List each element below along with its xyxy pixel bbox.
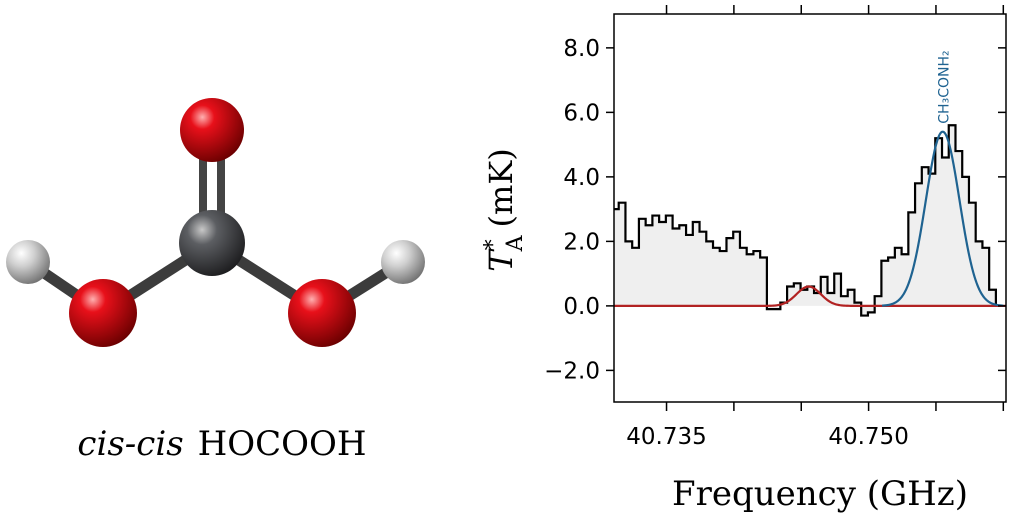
x-tick-label: 40.750 xyxy=(828,424,908,450)
oxygen-atom xyxy=(180,98,244,162)
spectrum-fill xyxy=(614,125,1003,316)
hydrogen-atom xyxy=(6,240,50,284)
y-axis-label: T*A (mK) xyxy=(481,148,528,271)
caption-name: HOCOOH xyxy=(198,424,367,464)
x-tick-label: 40.735 xyxy=(626,424,706,450)
y-tick-label: 4.0 xyxy=(563,165,600,191)
x-axis-label: Frequency (GHz) xyxy=(672,474,968,514)
y-tick-label: 8.0 xyxy=(563,36,600,62)
y-label-unit: (mK) xyxy=(482,148,520,227)
molecule: cis-cis HOCOOH xyxy=(6,98,425,464)
y-label-symbol: T xyxy=(482,248,520,272)
fit-curve xyxy=(882,130,1004,307)
plot-area xyxy=(614,124,1006,317)
plot-frame xyxy=(613,13,1007,403)
hydrogen-atom xyxy=(381,240,425,284)
molecule-caption: cis-cis HOCOOH xyxy=(77,424,366,464)
y-tick-label: 6.0 xyxy=(563,100,600,126)
y-tick-label: −2.0 xyxy=(544,358,600,384)
y-tick-label: 2.0 xyxy=(563,229,600,255)
y-label-sub: A xyxy=(503,234,528,252)
fit-curve xyxy=(614,285,1006,307)
oxygen-atom xyxy=(69,279,137,347)
y-label-sup: * xyxy=(481,239,506,250)
carbon-atom xyxy=(179,210,245,276)
chart: Frequency (GHz) T*A (mK) CH₃CONH₂ −2.0 0.0 2… xyxy=(481,5,1007,514)
oxygen-atom xyxy=(288,279,356,347)
caption-prefix: cis-cis xyxy=(77,424,183,464)
y-tick-label: 0.0 xyxy=(563,294,600,320)
line-label: CH₃CONH₂ xyxy=(937,50,953,123)
